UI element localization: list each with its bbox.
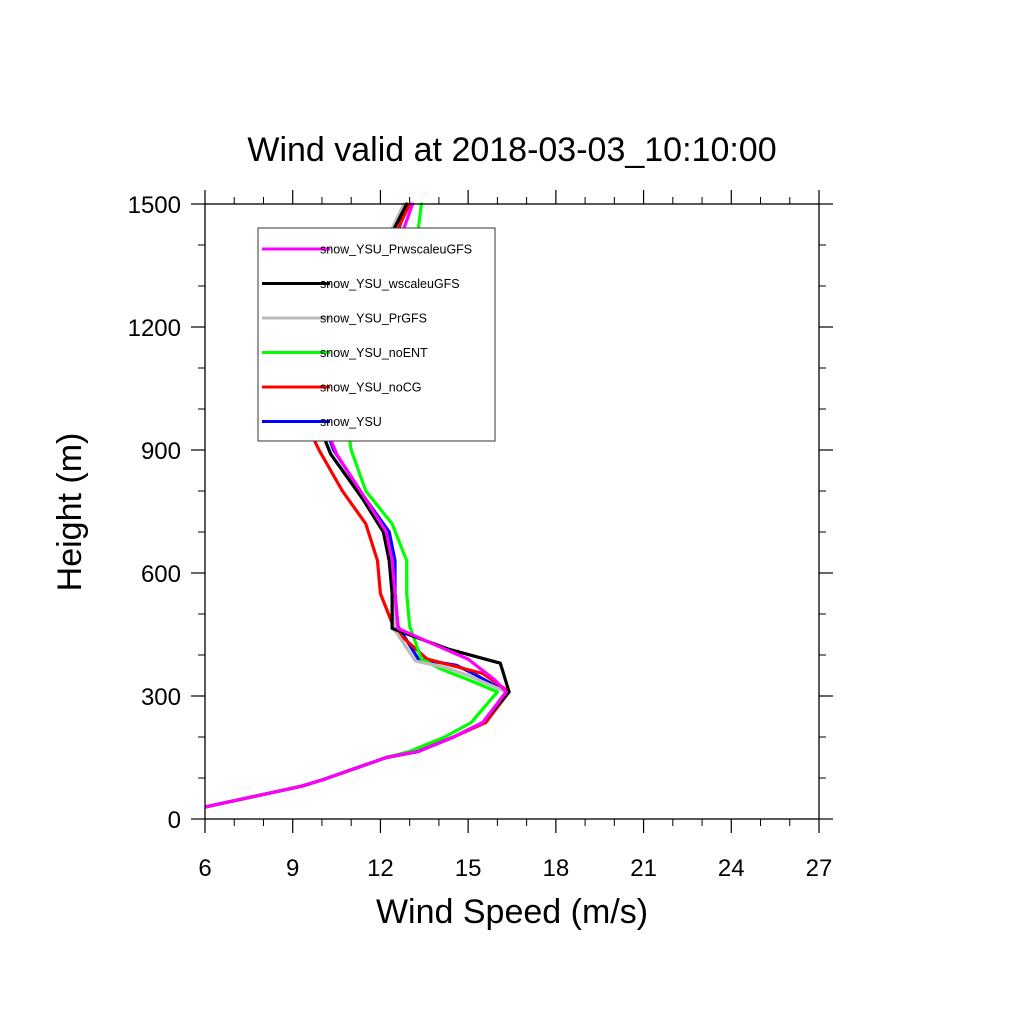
legend-label: snow_YSU_wscaleuGFS bbox=[320, 277, 460, 291]
y-tick-label: 1200 bbox=[128, 315, 181, 342]
x-axis-title: Wind Speed (m/s) bbox=[376, 893, 648, 931]
legend-label: snow_YSU bbox=[320, 415, 382, 429]
x-tick-label: 27 bbox=[806, 855, 833, 882]
y-axis-title: Height (m) bbox=[51, 433, 89, 592]
legend-label: snow_YSU_PrGFS bbox=[320, 312, 427, 326]
legend-label: snow_YSU_noCG bbox=[320, 381, 421, 395]
y-tick-label: 600 bbox=[141, 561, 181, 588]
legend: snow_YSU_PrwscaleuGFS snow_YSU_wscaleuGFS… bbox=[257, 227, 496, 442]
legend-label: snow_YSU_noENT bbox=[320, 346, 428, 360]
plot-frame bbox=[204, 203, 820, 820]
y-tick-label: 900 bbox=[141, 438, 181, 465]
x-tick-label: 15 bbox=[455, 855, 482, 882]
ticks-layer: 6 9 12 15 18 21 24 27 0 300 600 900 1200 1500 bbox=[128, 190, 833, 882]
x-tick-label: 24 bbox=[718, 855, 745, 882]
legend-box bbox=[257, 227, 496, 442]
x-tick-label: 12 bbox=[367, 855, 394, 882]
y-tick-label: 1500 bbox=[128, 192, 181, 219]
chart-title: Wind valid at 2018-03-03_10:10:00 bbox=[247, 131, 776, 169]
x-tick-label: 9 bbox=[286, 855, 299, 882]
y-tick-label: 0 bbox=[168, 807, 181, 834]
x-tick-label: 21 bbox=[630, 855, 657, 882]
x-tick-label: 18 bbox=[543, 855, 570, 882]
y-tick-label: 300 bbox=[141, 684, 181, 711]
legend-label: snow_YSU_PrwscaleuGFS bbox=[320, 243, 472, 257]
x-tick-label: 6 bbox=[198, 855, 211, 882]
